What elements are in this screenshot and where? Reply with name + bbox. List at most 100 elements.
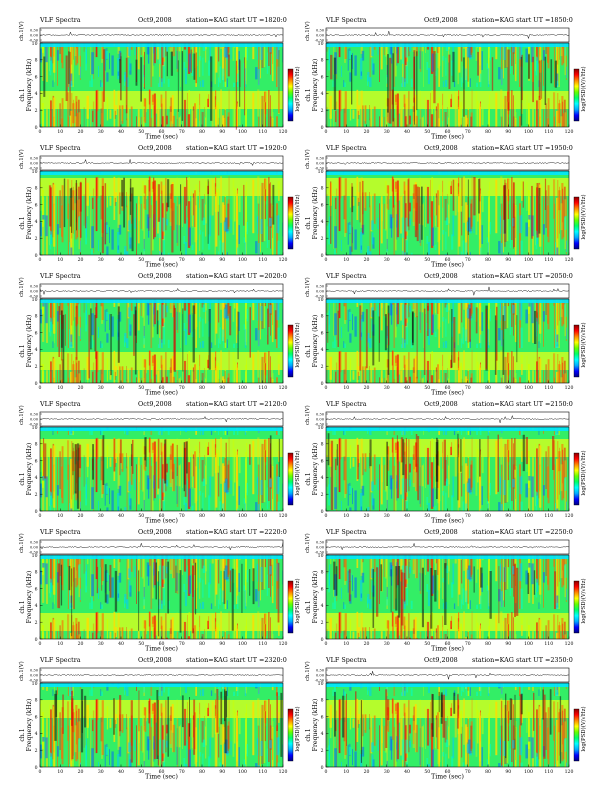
x-tick-label: 60 (445, 385, 451, 391)
spectra-panel: VLF Spectra Oct9,2008 station=KAG start UT … (18, 144, 301, 269)
waveform-trace (325, 162, 570, 165)
x-tick-label: 80 (485, 641, 491, 647)
x-tick-label: 10 (343, 513, 349, 519)
panel-date: Oct9,2008 (424, 528, 458, 536)
y-tick-label: 2 (321, 748, 324, 754)
x-tick-label: 100 (524, 257, 533, 263)
x-tick-label: 20 (364, 641, 370, 647)
y-tick-label: 8 (321, 186, 324, 192)
waveform-tick-label: 0.00 (316, 162, 325, 166)
panel-start-time: start UT =2250:0 (516, 528, 573, 536)
x-tick-label: 120 (565, 129, 574, 135)
x-tick-label: 60 (159, 257, 165, 263)
x-tick-label: 100 (238, 769, 247, 775)
waveform-trace (39, 158, 284, 167)
waveform-frame (325, 539, 570, 555)
x-tick-label: 0 (39, 513, 42, 519)
x-axis-label: Time (sec) (431, 390, 464, 397)
x-tick-label: 60 (159, 641, 165, 647)
x-tick-label: 30 (384, 513, 390, 519)
y-tick-label: 10 (318, 681, 324, 687)
y-tick-label: 10 (318, 425, 324, 431)
x-tick-label: 20 (78, 257, 84, 263)
waveform-tick-label: -0.30 (29, 39, 39, 43)
y-tick-label: 2 (321, 492, 324, 498)
x-tick-label: 70 (465, 129, 471, 135)
x-tick-label: 0 (325, 257, 328, 263)
waveform-axis-label: ch.1(V) (304, 21, 311, 41)
spectra-panel: VLF Spectra Oct9,2008 station=KAG start UT … (18, 400, 301, 525)
y-tick-label: 2 (35, 236, 38, 242)
waveform-axis-label: ch.1(V) (18, 533, 25, 553)
x-tick-label: 30 (384, 385, 390, 391)
panel-start-time: start UT =1950:0 (516, 144, 573, 152)
x-tick-label: 80 (199, 129, 205, 135)
waveform-tick-label: 0.00 (316, 34, 325, 38)
x-tick-label: 100 (524, 641, 533, 647)
waveform-tick-label: -0.30 (29, 423, 39, 427)
panel-date: Oct9,2008 (138, 144, 172, 152)
x-tick-label: 60 (445, 513, 451, 519)
x-tick-label: 10 (343, 385, 349, 391)
x-tick-label: 30 (98, 257, 104, 263)
y-tick-label: 6 (35, 714, 38, 720)
x-tick-label: 80 (485, 769, 491, 775)
x-tick-label: 100 (524, 129, 533, 135)
panel-date: Oct9,2008 (138, 16, 172, 24)
y-tick-label: 4 (321, 731, 324, 737)
y-axis-label: Frequency (kHz) (312, 571, 319, 624)
x-tick-label: 0 (39, 385, 42, 391)
spectrogram-image (40, 43, 283, 127)
x-tick-label: 0 (325, 513, 328, 519)
x-tick-label: 50 (424, 257, 430, 263)
x-tick-label: 90 (505, 513, 511, 519)
x-tick-label: 10 (343, 257, 349, 263)
x-tick-label: 70 (465, 257, 471, 263)
y-tick-label: 0 (35, 637, 38, 643)
x-tick-label: 100 (524, 769, 533, 775)
waveform-tick-label: -0.30 (315, 551, 325, 555)
waveform-axis-label: ch.1(V) (18, 149, 25, 169)
waveform-axis-label: ch.1(V) (18, 277, 25, 297)
x-tick-label: 70 (179, 129, 185, 135)
x-tick-label: 0 (325, 385, 328, 391)
panel-start-time: start UT =2220:0 (230, 528, 287, 536)
spectra-panel: VLF Spectra Oct9,2008 station=KAG start UT … (304, 528, 587, 653)
x-tick-label: 40 (404, 385, 410, 391)
waveform-axis-label: ch.1(V) (304, 405, 311, 425)
y-tick-label: 6 (321, 458, 324, 464)
waveform-tick-label: 0.30 (316, 29, 325, 33)
y-tick-label: 0 (321, 253, 324, 259)
waveform-frame (39, 27, 284, 43)
y-axis-channel-label: ch.1 (19, 728, 26, 741)
y-axis-channel-label: ch.1 (19, 216, 26, 229)
x-tick-label: 40 (404, 257, 410, 263)
waveform-tick-label: -0.30 (315, 167, 325, 171)
panel-date: Oct9,2008 (424, 656, 458, 664)
y-tick-label: 10 (32, 553, 38, 559)
y-tick-label: 4 (35, 731, 38, 737)
y-tick-label: 10 (318, 169, 324, 175)
x-tick-label: 100 (238, 385, 247, 391)
x-tick-label: 60 (445, 641, 451, 647)
panel-date: Oct9,2008 (138, 272, 172, 280)
x-tick-label: 120 (279, 385, 288, 391)
x-axis-label: Time (sec) (431, 646, 464, 653)
colorbar-label: log(PSD)(V/√Hz) (580, 706, 587, 751)
colorbar-label: log(PSD)(V/√Hz) (294, 66, 301, 111)
x-tick-label: 90 (219, 257, 225, 263)
waveform-tick-label: 0.00 (30, 34, 39, 38)
x-tick-label: 80 (199, 513, 205, 519)
waveform-trace (325, 31, 570, 40)
colorbar-label: log(PSD)(V/√Hz) (294, 194, 301, 239)
waveform-tick-label: 0.00 (30, 418, 39, 422)
y-tick-label: 2 (321, 236, 324, 242)
y-tick-label: 0 (35, 381, 38, 387)
x-tick-label: 0 (39, 129, 42, 135)
x-axis-label: Time (sec) (145, 774, 178, 781)
x-tick-label: 50 (424, 129, 430, 135)
y-tick-label: 4 (35, 475, 38, 481)
spectrogram-image (40, 299, 283, 383)
colorbar (573, 324, 580, 378)
x-tick-label: 30 (98, 513, 104, 519)
